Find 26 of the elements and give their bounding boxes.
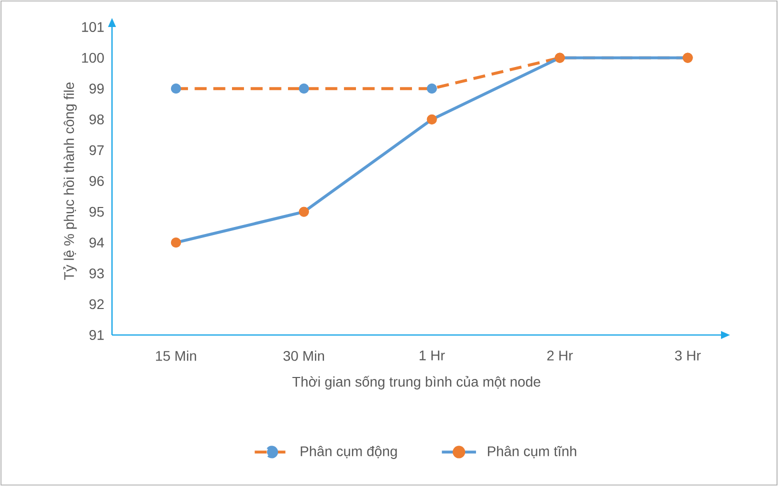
point <box>298 206 309 217</box>
y-tick-label: 95 <box>89 206 104 217</box>
x-tick-label: 1 Hr <box>420 350 445 360</box>
point <box>170 238 182 248</box>
x-axis-title: Thời gian sống trung bình của một node <box>292 376 540 390</box>
point <box>170 84 182 94</box>
y-axis-title: Tỷ lệ % phục hồi thành công file <box>63 82 77 280</box>
point <box>426 84 437 94</box>
x-tick-label: 15 Min <box>156 350 196 361</box>
y-tick-label: 96 <box>89 176 104 186</box>
x-tick-label: 30 Min <box>283 350 324 361</box>
x-tick-label: 2 Hr <box>547 350 573 360</box>
y-tick-label: 99 <box>89 84 104 94</box>
y-tick-label: 92 <box>89 299 104 310</box>
y-tick-label: 94 <box>89 238 104 248</box>
point <box>426 114 437 124</box>
point <box>298 84 309 94</box>
y-tick-label: 91 <box>89 330 104 340</box>
y-tick-label: 98 <box>89 114 104 124</box>
legend-label: Phân cụm tĩnh <box>488 446 576 458</box>
x-tick-label: 3 Hr <box>675 350 701 361</box>
y-tick-label: 101 <box>82 22 104 32</box>
legend-label: Phân cụm động <box>300 446 397 459</box>
y-tick-label: 93 <box>89 268 104 278</box>
y-tick-label: 97 <box>89 145 104 156</box>
y-tick-label: 100 <box>82 52 104 63</box>
